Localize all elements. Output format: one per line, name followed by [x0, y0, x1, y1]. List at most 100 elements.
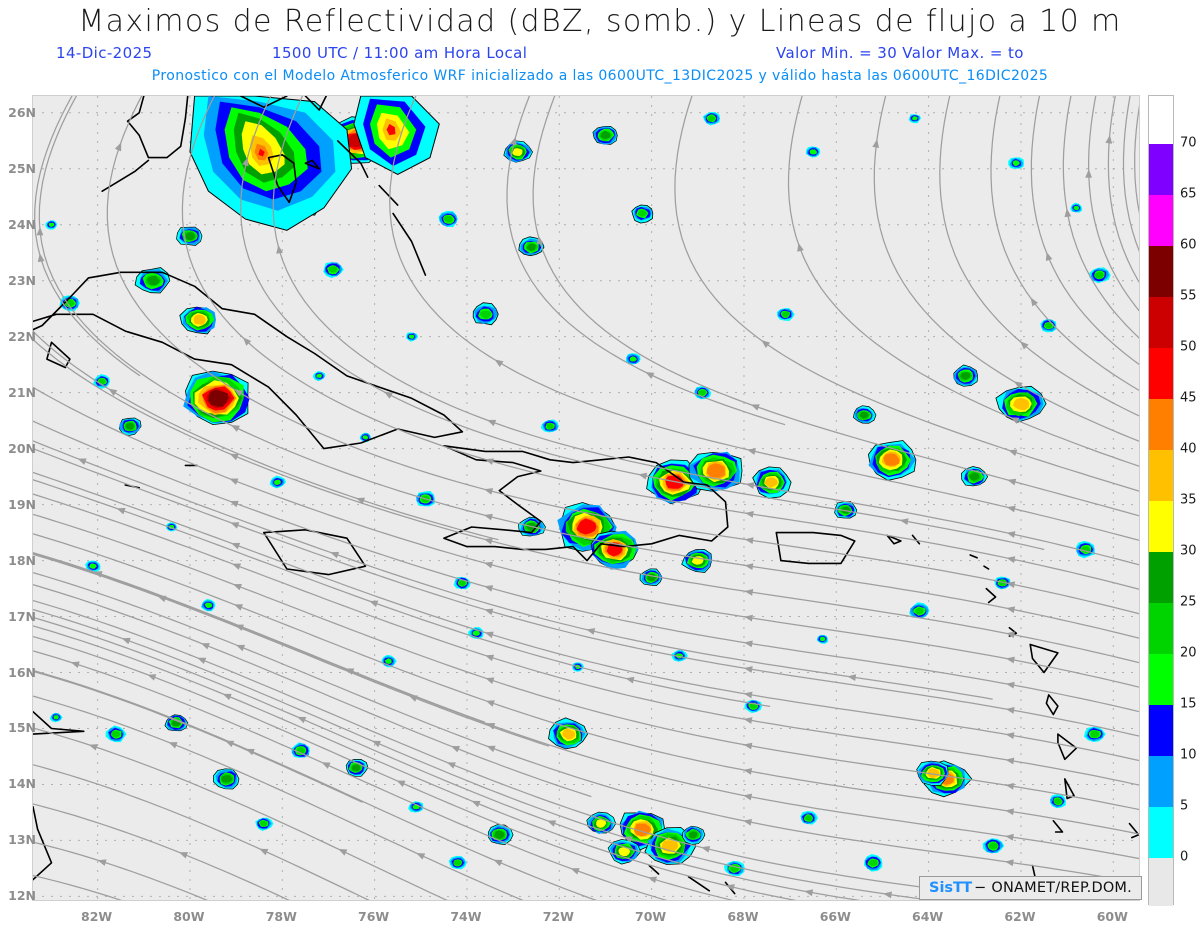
reflectivity-contour — [707, 115, 716, 122]
weather-map-plot[interactable] — [32, 95, 1140, 901]
x-axis-tick-label: 66W — [819, 909, 851, 924]
colorbar-tick-label: 10 — [1180, 747, 1197, 763]
coastline-path — [1064, 778, 1075, 800]
x-axis-tick-label: 78W — [265, 909, 297, 924]
streamline-path — [33, 553, 550, 747]
y-axis-tick-label: 17N — [8, 608, 36, 624]
coastline-path — [1128, 822, 1139, 839]
reflectivity-contour — [562, 728, 576, 740]
streamline-arrow — [77, 458, 87, 465]
streamline-path — [33, 897, 79, 901]
colorbar-tick-label: 60 — [1180, 237, 1197, 253]
streamline-arrow — [536, 235, 544, 245]
streamline-path — [33, 616, 861, 900]
streamline-path — [181, 96, 1139, 590]
x-axis-tick-label: 70W — [635, 909, 667, 924]
streamline-arrow — [1005, 656, 1015, 664]
streamline-arrow — [321, 762, 331, 769]
streamline-arrow — [625, 676, 635, 684]
chart-header: Maximos de Reflectividad (dBZ, somb.) y … — [0, 0, 1200, 92]
colorbar-tick-label: 50 — [1180, 339, 1197, 355]
reflectivity-contour — [988, 842, 998, 849]
streamline-path — [939, 96, 1139, 417]
colorbar-tick-label: 25 — [1180, 594, 1197, 610]
streamline-arrow — [485, 677, 495, 685]
colorbar-band — [1149, 246, 1173, 297]
coastline-path — [775, 531, 856, 565]
colorbar-tick-label: 65 — [1180, 186, 1197, 202]
streamline-path — [33, 471, 1139, 762]
x-axis-tick-label: 60W — [1096, 909, 1128, 924]
reflectivity-contour — [1045, 322, 1053, 329]
streamline-arrow — [744, 537, 754, 544]
streamline-path — [873, 96, 1139, 442]
reflectivity-contour — [1073, 205, 1080, 211]
streamline-path — [1062, 96, 1139, 339]
streamline-arrow — [88, 744, 98, 751]
streamline-arrow — [355, 497, 365, 505]
reflectivity-contour — [1012, 160, 1020, 167]
streamline-path — [33, 386, 1139, 688]
colorbar-tick-label: 45 — [1180, 390, 1197, 406]
brand-prefix: Sis — [929, 880, 954, 896]
streamline-arrow — [648, 876, 658, 884]
reflectivity-contour — [204, 602, 213, 609]
coastline-path — [267, 153, 298, 204]
colorbar[interactable] — [1148, 95, 1174, 906]
streamline-arrow — [701, 845, 711, 853]
x-axis-tick-label: 80W — [173, 909, 205, 924]
streamline-arrow — [471, 800, 481, 808]
streamline-path — [33, 608, 934, 900]
streamline-arrow — [743, 819, 753, 826]
streamline-arrow — [570, 868, 580, 875]
reflectivity-contour — [111, 730, 121, 738]
reflectivity-contour — [698, 389, 706, 396]
y-axis-tick-label: 25N — [8, 160, 36, 176]
streamline-arrow — [1005, 782, 1015, 790]
streamline-path — [33, 493, 1139, 786]
reflectivity-contour — [749, 703, 757, 709]
reflectivity-contour — [351, 764, 361, 771]
streamline-arrow — [745, 482, 755, 489]
y-axis-tick-label: 23N — [8, 272, 36, 288]
streamline-arrow — [638, 472, 648, 480]
reflectivity-contour — [53, 715, 59, 720]
streamline-path — [33, 420, 1139, 713]
streamline-path — [33, 330, 499, 541]
reflectivity-contour — [707, 463, 725, 478]
map-canvas — [33, 96, 1139, 901]
y-axis-tick-label: 21N — [8, 384, 36, 400]
streamline-arrow — [232, 583, 242, 591]
y-axis-tick-label: 20N — [8, 440, 36, 456]
streamline-arrow — [245, 748, 255, 756]
x-axis-tick-label: 64W — [912, 909, 944, 924]
streamline-arrow — [231, 542, 241, 550]
reflectivity-contour — [443, 215, 453, 223]
reflectivity-contour — [479, 310, 492, 319]
streamline-arrow — [242, 337, 252, 346]
streamline-path — [33, 670, 363, 803]
streamline-path — [33, 552, 486, 723]
streamline-arrow — [743, 691, 753, 699]
reflectivity-contour — [147, 275, 160, 286]
streamline-path — [33, 513, 1139, 811]
streamline-path — [33, 338, 1139, 664]
reflectivity-contour — [472, 630, 480, 636]
page-title: Maximos de Reflectividad (dBZ, somb.) y … — [78, 4, 1122, 39]
streamline-arrow — [168, 742, 178, 749]
streamline-arrow — [1020, 341, 1029, 350]
reflectivity-contour — [386, 124, 396, 136]
streamline-arrow — [36, 226, 44, 236]
streamline-path — [674, 96, 1139, 492]
streamline-arrow — [761, 340, 771, 348]
coastline-layer — [33, 96, 1139, 900]
streamline-arrow — [744, 589, 754, 596]
y-axis-tick-label: 26N — [8, 104, 36, 120]
streamline-path — [506, 96, 786, 426]
streamline-arrow — [233, 604, 243, 611]
colorbar-tick-label: 70 — [1180, 135, 1197, 151]
reflectivity-contour — [494, 830, 505, 839]
streamline-path — [272, 96, 1139, 566]
reflectivity-contour — [526, 243, 536, 251]
streamline-arrow — [1005, 681, 1015, 689]
